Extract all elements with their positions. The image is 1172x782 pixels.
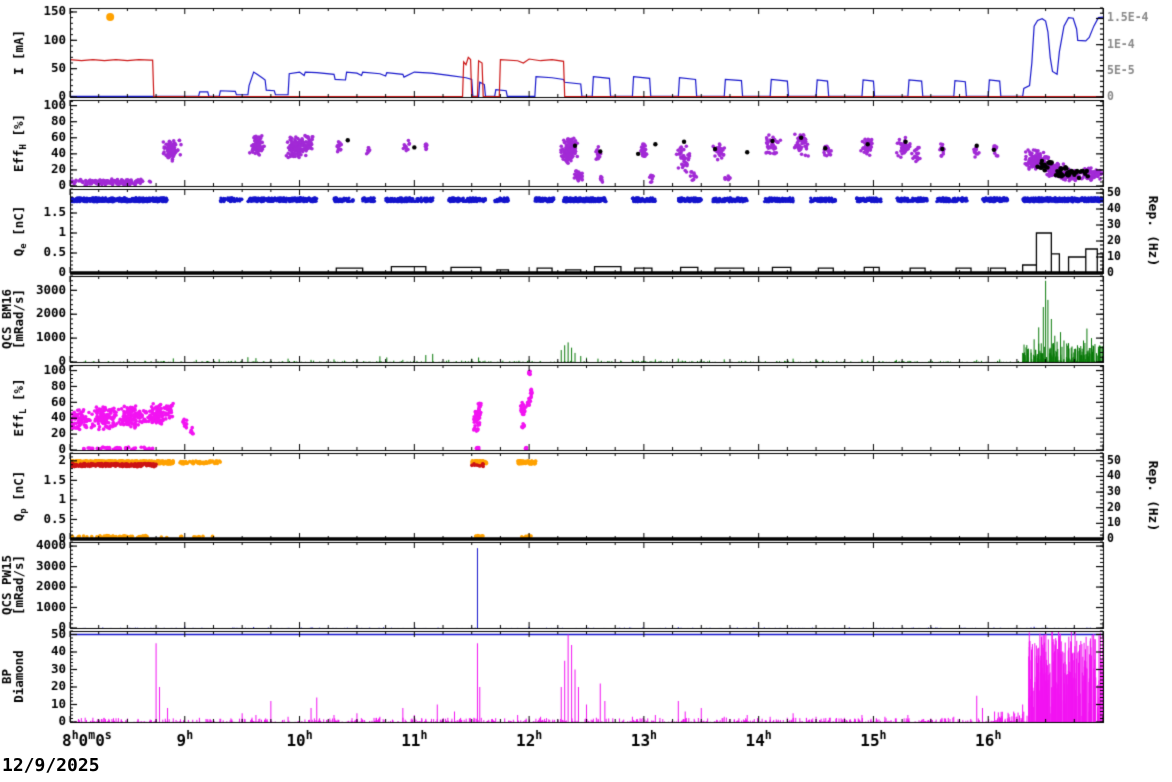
date-label: 12/9/2025	[2, 755, 100, 776]
